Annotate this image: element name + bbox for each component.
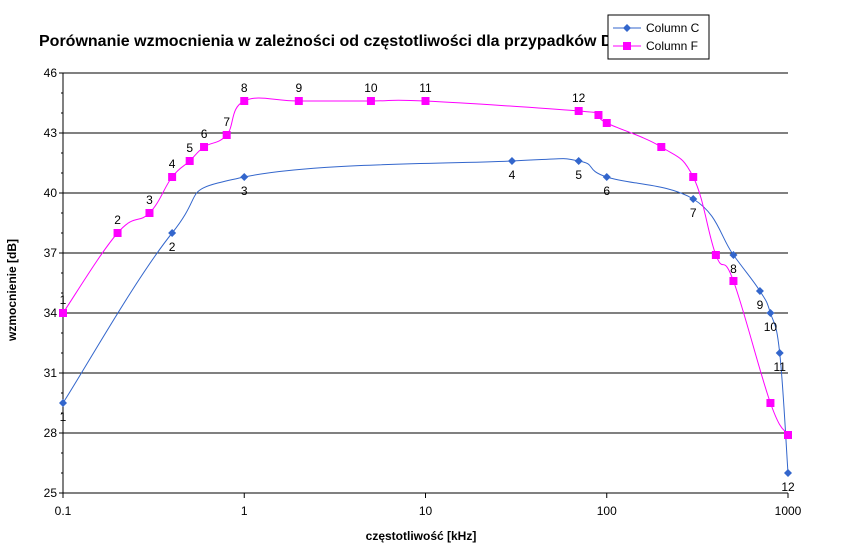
series-point-column-f xyxy=(689,173,698,181)
chart-title: Porównanie wzmocnienia w zależności od c… xyxy=(39,33,612,50)
series-point-column-f xyxy=(200,143,209,151)
data-label-column-f: 12 xyxy=(572,91,586,105)
grid-lines xyxy=(63,72,788,434)
series-point-column-c xyxy=(602,173,611,181)
series-point-column-f xyxy=(766,399,775,407)
legend-label-column-f: Column F xyxy=(646,39,698,53)
y-tick-label: 34 xyxy=(44,306,58,320)
y-axis-ticks: 25 28 31 34 37 40 43 46 xyxy=(44,66,63,500)
legend: Column C Column F xyxy=(607,14,710,60)
series-point-column-c xyxy=(574,157,583,165)
x-tick-label: 100 xyxy=(597,504,617,518)
series-point-column-c xyxy=(507,157,516,165)
y-tick-label: 46 xyxy=(44,66,58,80)
data-label-column-f: 4 xyxy=(169,157,176,171)
y-tick-label: 31 xyxy=(44,366,58,380)
series-point-column-f xyxy=(145,209,154,217)
data-label-column-c: 6 xyxy=(603,184,610,198)
series-point-column-f xyxy=(594,111,603,119)
data-label-column-c: 9 xyxy=(757,298,764,312)
y-tick-label: 28 xyxy=(44,426,58,440)
series-point-column-f xyxy=(602,119,611,127)
data-label-column-c: 4 xyxy=(509,168,516,182)
series-point-column-f xyxy=(657,143,666,151)
series-point-column-f xyxy=(185,157,194,165)
series-point-column-c xyxy=(784,469,792,477)
series-point-column-c xyxy=(729,251,738,259)
data-label-column-f: 7 xyxy=(223,115,230,129)
series-layer xyxy=(59,97,792,477)
series-point-column-f xyxy=(366,97,375,105)
data-label-column-c: 2 xyxy=(169,240,176,254)
series-point-column-c xyxy=(240,173,249,181)
series-point-column-c xyxy=(755,287,764,295)
x-tick-label: 1 xyxy=(241,504,248,518)
legend-marker-column-f xyxy=(623,42,631,50)
data-label-column-f: 8 xyxy=(241,81,248,95)
x-tick-label: 1000 xyxy=(775,504,802,518)
data-label-column-f: 5 xyxy=(186,141,193,155)
data-label-column-c: 10 xyxy=(764,320,778,334)
series-point-column-c xyxy=(775,349,784,357)
data-label-column-c: 11 xyxy=(773,360,786,374)
data-label-column-c: 3 xyxy=(241,184,248,198)
data-label-column-f: 11 xyxy=(419,81,432,95)
data-label-column-c: 7 xyxy=(690,206,697,220)
y-tick-label: 43 xyxy=(44,126,58,140)
series-point-column-f xyxy=(729,277,738,285)
series-point-column-f xyxy=(168,173,177,181)
data-label-column-f: 1 xyxy=(60,293,67,307)
data-label-column-f: 3 xyxy=(146,193,153,207)
y-tick-label: 37 xyxy=(44,246,58,260)
series-point-column-f xyxy=(421,97,430,105)
series-line-column-c xyxy=(62,158,789,474)
x-tick-label: 10 xyxy=(419,504,433,518)
series-point-column-f xyxy=(222,131,231,139)
data-label-column-c: 8 xyxy=(730,262,737,276)
series-line-column-f xyxy=(62,97,789,436)
series-point-column-f xyxy=(240,97,249,105)
data-label-column-c: 1 xyxy=(60,410,67,424)
y-axis-label: wzmocnienie [dB] xyxy=(5,239,19,342)
legend-box xyxy=(607,14,710,60)
series-point-column-c xyxy=(766,309,775,317)
legend-label-column-c: Column C xyxy=(646,21,700,35)
data-label-column-c: 12 xyxy=(781,480,795,494)
data-label-column-c: 5 xyxy=(575,168,582,182)
x-axis-ticks: 0.1 1 10 100 1000 xyxy=(55,493,802,518)
series-point-column-f xyxy=(59,309,67,317)
series-point-column-f xyxy=(113,229,122,237)
series-point-column-f xyxy=(711,251,720,259)
series-point-column-f xyxy=(784,431,792,439)
series-point-column-c xyxy=(168,229,177,237)
x-axis-label: częstotliwość [kHz] xyxy=(366,529,477,543)
y-tick-label: 25 xyxy=(44,486,58,500)
series-point-column-c xyxy=(59,399,67,407)
series-point-column-f xyxy=(574,107,583,115)
y-tick-label: 40 xyxy=(44,186,58,200)
series-point-column-f xyxy=(294,97,303,105)
series-point-column-c xyxy=(689,195,698,203)
x-tick-label: 0.1 xyxy=(55,504,72,518)
data-label-column-f: 2 xyxy=(114,213,121,227)
data-label-column-f: 9 xyxy=(295,81,302,95)
legend-marker-column-c xyxy=(623,24,631,32)
data-label-column-f: 10 xyxy=(364,81,378,95)
data-label-column-f: 6 xyxy=(201,127,208,141)
